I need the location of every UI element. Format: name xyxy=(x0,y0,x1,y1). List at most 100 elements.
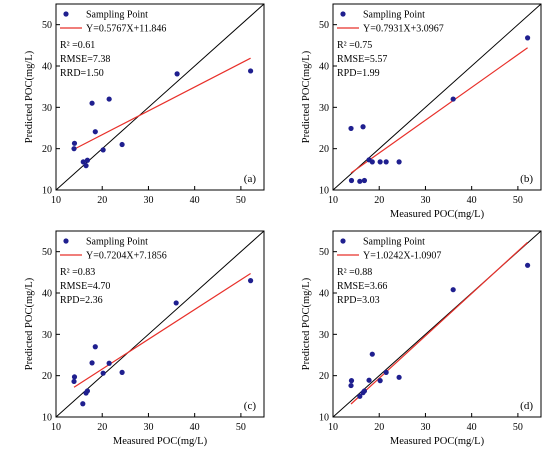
data-point xyxy=(83,163,89,169)
data-point xyxy=(92,344,98,350)
data-point xyxy=(92,129,98,135)
data-point xyxy=(348,125,354,132)
x-tick-label: 50 xyxy=(236,422,246,433)
y-tick-label: 20 xyxy=(319,371,329,382)
data-point xyxy=(357,178,363,184)
data-point xyxy=(119,141,125,148)
data-point xyxy=(348,177,355,184)
data-point xyxy=(360,124,366,130)
x-tick-label: 30 xyxy=(420,422,430,433)
data-point xyxy=(84,157,91,163)
y-axis-title: Predicted POC(mg/L) xyxy=(24,50,35,143)
plot-frame xyxy=(55,230,265,418)
stat-line: R² =0.88 xyxy=(337,267,372,278)
fit-line xyxy=(73,272,251,388)
panel-label: (a) xyxy=(244,173,257,185)
y-tick-label: 40 xyxy=(42,289,52,300)
data-point xyxy=(361,177,368,184)
data-point xyxy=(366,377,372,383)
one-to-one-line xyxy=(56,231,264,417)
data-point xyxy=(106,96,112,102)
panel-label: (d) xyxy=(520,400,533,412)
stat-line: RMSE=7.38 xyxy=(60,54,110,65)
data-point xyxy=(377,159,383,165)
stat-line: RRD=1.50 xyxy=(60,68,104,79)
y-tick-label: 10 xyxy=(42,413,52,424)
x-axis-title: Measured POC(mg/L) xyxy=(390,436,485,447)
stat-line: RMSE=4.70 xyxy=(60,281,110,292)
data-point xyxy=(89,100,95,106)
data-point xyxy=(396,374,402,380)
data-point xyxy=(377,378,383,384)
plot-frame xyxy=(55,3,265,191)
y-tick-label: 40 xyxy=(42,62,52,73)
data-point xyxy=(119,369,125,375)
y-axis-title: Predicted POC(mg/L) xyxy=(301,50,312,143)
data-point xyxy=(383,369,389,375)
x-tick-label: 40 xyxy=(467,195,477,206)
data-point xyxy=(71,378,77,385)
y-axis-title: Predicted POC(mg/L) xyxy=(301,277,312,370)
stat-line: R² =0.75 xyxy=(337,40,372,51)
legend-label-fit: Y=0.5767X+11.846 xyxy=(86,24,166,35)
y-tick-label: 20 xyxy=(319,144,329,155)
data-point xyxy=(369,159,375,165)
data-point xyxy=(80,159,86,165)
y-tick-label: 30 xyxy=(319,330,329,341)
x-tick-label: 30 xyxy=(420,195,430,206)
data-point xyxy=(357,393,363,399)
x-tick-label: 40 xyxy=(190,422,200,433)
legend-label-points: Sampling Point xyxy=(86,10,148,21)
stat-line: R² =0.83 xyxy=(60,267,95,278)
data-point xyxy=(84,388,91,394)
x-axis-title: Measured POC(mg/L) xyxy=(390,209,485,220)
data-point xyxy=(247,68,254,74)
stat-line: RPD=3.03 xyxy=(337,295,380,306)
data-point xyxy=(173,300,179,306)
x-tick-label: 50 xyxy=(513,195,523,206)
x-tick-label: 20 xyxy=(374,195,384,206)
plot-frame xyxy=(332,230,542,418)
stat-line: RPD=2.36 xyxy=(60,295,103,306)
y-tick-label: 40 xyxy=(319,289,329,300)
data-point xyxy=(174,71,180,77)
legend-label-points: Sampling Point xyxy=(363,10,425,21)
y-tick-label: 50 xyxy=(42,247,52,258)
x-tick-label: 30 xyxy=(143,195,153,206)
x-tick-label: 20 xyxy=(97,195,107,206)
y-tick-label: 30 xyxy=(42,103,52,114)
data-point xyxy=(383,159,389,165)
legend-label-points: Sampling Point xyxy=(363,237,425,248)
data-point xyxy=(396,159,402,165)
y-tick-label: 40 xyxy=(319,62,329,73)
y-tick-label: 20 xyxy=(42,144,52,155)
y-tick-label: 20 xyxy=(42,371,52,382)
panel-b: 10 20 30 40 50 10 20 30 40 50 Measured POC(mg/L) Pr… xyxy=(301,3,542,220)
x-tick-label: 50 xyxy=(236,195,246,206)
data-point xyxy=(89,360,95,366)
y-tick-label: 30 xyxy=(319,103,329,114)
legend-label-points: Sampling Point xyxy=(86,237,148,248)
plot-frame xyxy=(332,3,542,191)
legend-marker xyxy=(63,11,69,17)
y-tick-label: 50 xyxy=(42,20,52,31)
data-point xyxy=(369,351,375,357)
legend-label-fit: Y=1.0242X-1.0907 xyxy=(363,251,441,262)
x-tick-label: 10 xyxy=(51,195,61,206)
legend-marker xyxy=(340,11,346,17)
x-tick-label: 20 xyxy=(97,422,107,433)
stat-line: RPD=1.99 xyxy=(337,68,380,79)
data-point xyxy=(106,360,112,366)
legend-marker xyxy=(63,238,69,244)
data-point xyxy=(450,96,456,102)
x-axis-title: Measured POC(mg/L) xyxy=(113,436,208,447)
y-tick-label: 50 xyxy=(319,20,329,31)
panel-label: (b) xyxy=(520,173,533,185)
data-point xyxy=(361,388,368,394)
legend-label-fit: Y=0.7931X+3.0967 xyxy=(363,24,444,35)
panel-d: 10 20 30 40 50 10 20 30 40 50 Measured POC(mg/L) Pr… xyxy=(301,230,542,447)
y-tick-label: 10 xyxy=(319,186,329,197)
data-point xyxy=(348,382,354,389)
x-tick-label: 20 xyxy=(374,422,384,433)
one-to-one-line xyxy=(56,4,264,190)
